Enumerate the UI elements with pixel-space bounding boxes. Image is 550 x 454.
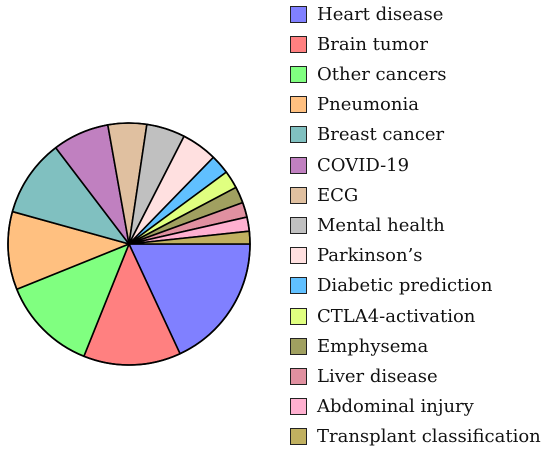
legend-swatch bbox=[290, 428, 307, 446]
legend-item: Breast cancer bbox=[290, 122, 444, 148]
legend-item: Heart disease bbox=[290, 1, 443, 27]
legend-item: CTLA4-activation bbox=[290, 303, 475, 329]
legend-label: Parkinson’s bbox=[317, 245, 423, 267]
legend-label: ECG bbox=[317, 184, 359, 206]
legend-item: Pneumonia bbox=[290, 92, 419, 118]
legend-swatch bbox=[290, 156, 307, 174]
legend-label: CTLA4-activation bbox=[317, 305, 476, 327]
legend-label: Breast cancer bbox=[317, 124, 445, 146]
legend-label: Other cancers bbox=[317, 63, 447, 85]
legend-label: Transplant classification bbox=[317, 426, 541, 448]
legend-item: Diabetic prediction bbox=[290, 273, 492, 299]
legend-item: ECG bbox=[290, 182, 358, 208]
legend-swatch bbox=[290, 96, 307, 114]
legend-label: Diabetic prediction bbox=[317, 275, 493, 297]
legend-swatch bbox=[290, 65, 307, 83]
legend-swatch bbox=[290, 126, 307, 144]
legend-item: Parkinson’s bbox=[290, 243, 423, 269]
legend-label: Emphysema bbox=[317, 335, 429, 357]
legend-label: COVID-19 bbox=[317, 154, 410, 176]
legend-label: Abdominal injury bbox=[317, 396, 474, 418]
legend-label: Heart disease bbox=[317, 3, 444, 25]
pie-slices bbox=[7, 122, 251, 366]
legend-swatch bbox=[290, 367, 307, 385]
pie-outline bbox=[7, 122, 251, 366]
legend-swatch bbox=[290, 186, 307, 204]
legend-swatch bbox=[290, 398, 307, 416]
legend-item: Mental health bbox=[290, 212, 445, 238]
legend-item: Liver disease bbox=[290, 363, 438, 389]
legend-label: Brain tumor bbox=[317, 33, 428, 55]
legend-item: Abdominal injury bbox=[290, 394, 474, 420]
legend-swatch bbox=[290, 5, 307, 23]
legend-item: Other cancers bbox=[290, 61, 447, 87]
legend-item: Emphysema bbox=[290, 333, 428, 359]
legend-label: Mental health bbox=[317, 214, 445, 236]
legend-item: Brain tumor bbox=[290, 31, 428, 57]
legend-swatch bbox=[290, 216, 307, 234]
legend-label: Liver disease bbox=[317, 365, 438, 387]
legend-item: COVID-19 bbox=[290, 152, 409, 178]
legend-swatch bbox=[290, 277, 307, 295]
legend-swatch bbox=[290, 247, 307, 265]
chart-legend: Heart disease Brain tumor Other cancers Pne… bbox=[290, 0, 550, 454]
legend-swatch bbox=[290, 307, 307, 325]
legend-item: Transplant classification bbox=[290, 424, 541, 450]
legend-label: Pneumonia bbox=[317, 94, 419, 116]
legend-swatch bbox=[290, 337, 307, 355]
legend-swatch bbox=[290, 35, 307, 53]
